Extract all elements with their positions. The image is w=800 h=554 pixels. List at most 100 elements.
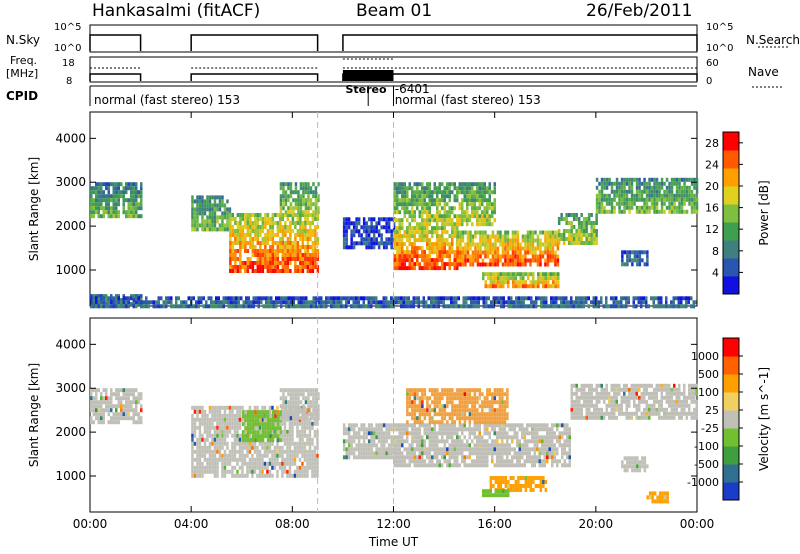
velocity-echo-cell [416, 427, 419, 432]
velocity-echo-cell [213, 433, 217, 438]
power-echo-cell [306, 257, 310, 261]
power-echo-cell [494, 258, 497, 263]
power-echo-cell [259, 253, 262, 257]
power-echo-cell [236, 241, 240, 245]
power-echo-cell [590, 241, 593, 245]
power-echo-cell [448, 198, 451, 203]
power-echo-cell [441, 198, 444, 203]
velocity-echo-cell [294, 404, 298, 409]
power-echo-cell [443, 266, 446, 271]
power-echo-cell [486, 250, 490, 255]
power-echo-cell [208, 215, 212, 220]
power-echo-cell [653, 205, 656, 210]
power-echo-cell [398, 238, 401, 243]
power-echo-cell [687, 300, 690, 305]
velocity-echo-cell [406, 435, 409, 440]
power-echo-cell [401, 206, 404, 211]
power-echo-cell [282, 186, 285, 191]
power-echo-cell [107, 190, 110, 195]
power-echo-cell [418, 234, 421, 239]
power-echo-cell [213, 203, 217, 208]
velocity-echo-cell [218, 413, 222, 418]
power-echo-cell [316, 257, 320, 261]
power-echo-cell [406, 210, 409, 215]
power-echo-cell [466, 258, 470, 263]
power-echo-cell [107, 194, 110, 199]
power-echo-cell [234, 249, 237, 253]
power-echo-cell [608, 201, 611, 206]
power-echo-cell [107, 182, 110, 187]
power-echo-cell [387, 237, 391, 242]
velocity-echo-cell [198, 429, 202, 434]
power-echo-cell [355, 304, 358, 309]
power-echo-cell [486, 242, 490, 247]
velocity-echo-cell [191, 457, 194, 462]
power-echo-cell [411, 218, 414, 223]
power-echo-cell [680, 189, 684, 194]
power-echo-cell [531, 250, 535, 255]
power-echo-cell [610, 304, 613, 309]
velocity-echo-cell [471, 459, 474, 464]
power-echo-cell [628, 205, 631, 210]
power-echo-cell [605, 197, 609, 202]
velocity-echo-cell [284, 408, 288, 413]
power-echo-cell [443, 254, 446, 259]
power-echo-cell [660, 201, 664, 206]
velocity-echo-cell [448, 435, 451, 440]
power-echo-cell [458, 202, 461, 207]
power-echo-cell [367, 300, 370, 305]
velocity-echo-cell [433, 455, 436, 460]
power-colorbar-label-1: 8 [712, 245, 719, 258]
velocity-echo-cell [261, 461, 264, 466]
velocity-echo-cell [513, 463, 516, 468]
velocity-echo-cell [256, 434, 260, 439]
velocity-echo-cell [428, 447, 431, 452]
power-echo-cell [544, 230, 547, 235]
power-echo-cell [251, 253, 255, 257]
velocity-echo-cell [97, 420, 100, 425]
power-echo-cell [392, 304, 395, 309]
velocity-echo-cell [286, 445, 289, 450]
power-echo-cell [587, 241, 591, 245]
velocity-echo-cell [438, 431, 441, 436]
power-echo-cell [347, 300, 350, 305]
power-echo-cell [302, 198, 305, 203]
power-echo-cell [426, 214, 429, 219]
power-echo-cell [196, 223, 199, 228]
power-echo-cell [372, 237, 376, 242]
power-echo-cell [247, 296, 250, 301]
velocity-echo-cell [518, 455, 521, 460]
power-echo-cell [488, 194, 491, 199]
velocity-echo-cell [196, 413, 199, 418]
power-echo-cell [357, 229, 361, 234]
power-echo-cell [466, 206, 469, 211]
velocity-echo-cell [418, 455, 421, 460]
power-echo-cell [299, 261, 302, 265]
velocity-echo-cell [393, 435, 396, 440]
velocity-echo-cell [426, 435, 429, 440]
power-echo-cell [562, 233, 566, 237]
power-echo-cell [294, 257, 297, 261]
power-echo-cell [140, 198, 143, 203]
power-echo-cell [127, 186, 130, 191]
power-echo-cell [487, 276, 490, 281]
power-echo-cell [284, 225, 287, 229]
power-echo-cell [672, 304, 675, 309]
velocity-echo-cell [367, 451, 371, 456]
power-echo-cell [489, 276, 492, 281]
power-echo-cell [433, 262, 436, 267]
power-echo-cell [436, 210, 439, 215]
velocity-echo-cell [256, 422, 260, 427]
velocity-echo-cell [538, 423, 541, 428]
power-echo-cell [544, 284, 547, 289]
velocity-echo-cell [218, 449, 222, 454]
power-echo-cell [301, 213, 305, 217]
velocity-echo-cell [238, 425, 242, 430]
power-echo-cell [107, 198, 110, 203]
power-echo-cell [213, 207, 217, 212]
power-echo-cell [393, 190, 396, 195]
velocity-echo-cell [196, 425, 199, 430]
power-echo-cell [249, 257, 252, 261]
power-echo-cell [665, 177, 669, 182]
power-echo-cell [539, 280, 542, 285]
